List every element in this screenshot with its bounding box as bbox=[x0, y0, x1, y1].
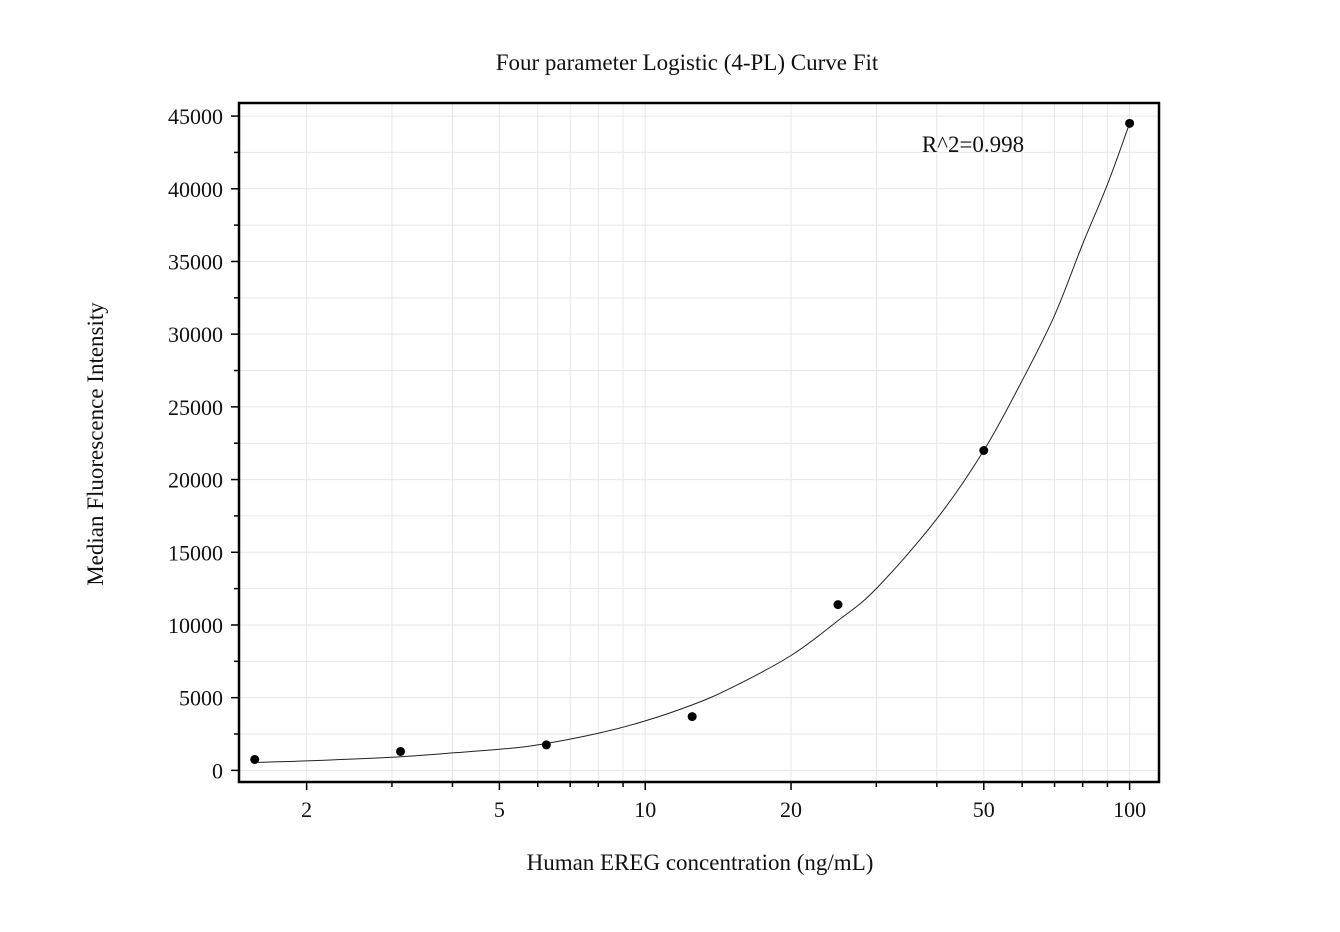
x-axis-label: Human EREG concentration (ng/mL) bbox=[527, 850, 874, 875]
y-tick-label: 20000 bbox=[168, 468, 223, 493]
grid bbox=[239, 103, 1159, 782]
x-tick-label: 100 bbox=[1113, 797, 1146, 822]
tick-labels: 2 5 10 20 50 100 0 5000 10000 15000 20000 25000 3000… bbox=[168, 104, 1146, 822]
data-point bbox=[979, 445, 989, 455]
data-point bbox=[687, 712, 697, 722]
y-tick-label: 0 bbox=[212, 758, 223, 783]
x-tick-label: 20 bbox=[780, 797, 802, 822]
data-point bbox=[541, 740, 551, 750]
y-axis-label: Median Fluorescence Intensity bbox=[83, 302, 108, 586]
x-tick-label: 50 bbox=[973, 797, 995, 822]
r-squared-annotation: R^2=0.998 bbox=[922, 132, 1024, 157]
y-tick-label: 30000 bbox=[168, 322, 223, 347]
y-tick-label: 10000 bbox=[168, 613, 223, 638]
data-point bbox=[396, 746, 406, 756]
data-point bbox=[833, 600, 843, 610]
x-tick-label: 10 bbox=[634, 797, 656, 822]
data-point bbox=[1125, 118, 1135, 128]
data-point bbox=[250, 754, 260, 764]
y-tick-label: 15000 bbox=[168, 540, 223, 565]
fit-curve bbox=[254, 123, 1131, 763]
y-tick-label: 40000 bbox=[168, 177, 223, 202]
y-tick-label: 45000 bbox=[168, 104, 223, 129]
data-points bbox=[250, 118, 1135, 764]
x-tick-label: 2 bbox=[301, 797, 312, 822]
y-tick-label: 5000 bbox=[179, 686, 223, 711]
axis-ticks bbox=[231, 115, 1131, 790]
y-tick-label: 25000 bbox=[168, 395, 223, 420]
y-tick-label: 35000 bbox=[168, 249, 223, 274]
x-tick-label: 5 bbox=[494, 797, 505, 822]
chart-title: Four parameter Logistic (4-PL) Curve Fit bbox=[496, 50, 879, 75]
fit-curve-layer bbox=[254, 123, 1131, 763]
